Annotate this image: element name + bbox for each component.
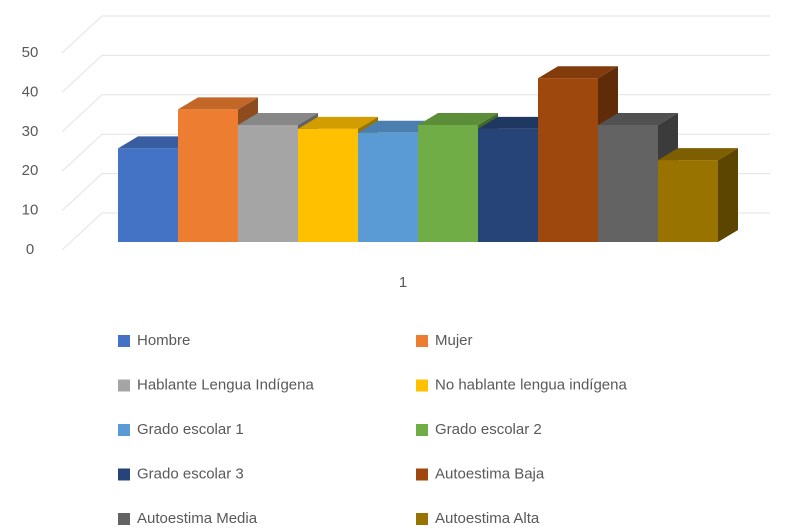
bar xyxy=(598,125,658,242)
y-tick-label: 0 xyxy=(26,241,34,258)
y-tick-label: 30 xyxy=(22,123,39,140)
y-tick-label: 20 xyxy=(22,162,39,179)
y-tick-label: 50 xyxy=(22,44,39,61)
bar xyxy=(478,128,538,242)
grid-line xyxy=(61,54,770,93)
bar xyxy=(358,132,418,242)
legend-swatch xyxy=(416,468,428,481)
legend-label: Hablante Lengua Indígena xyxy=(137,376,314,393)
legend-label: No hablante lengua indígena xyxy=(435,376,627,393)
legend-swatch xyxy=(118,468,130,481)
legend-swatch xyxy=(118,424,130,436)
grid-line xyxy=(61,15,770,54)
bar-top xyxy=(538,66,618,79)
bar-top xyxy=(598,113,678,125)
legend-label: Grado escolar 2 xyxy=(435,421,542,438)
bar xyxy=(298,128,358,242)
legend-swatch xyxy=(416,424,428,436)
bar xyxy=(118,148,178,242)
x-tick-label: 1 xyxy=(399,274,407,291)
bar-top xyxy=(238,113,318,125)
y-tick-label: 10 xyxy=(22,202,39,219)
legend-label: Autoestima Media xyxy=(137,510,258,527)
legend-swatch xyxy=(416,335,428,347)
bar-top xyxy=(418,113,498,125)
legend-label: Grado escolar 1 xyxy=(137,421,244,438)
legend-label: Autoestima Baja xyxy=(435,465,545,482)
legend-label: Mujer xyxy=(435,332,473,349)
bar xyxy=(178,109,238,243)
legend-label: Autoestima Alta xyxy=(435,510,540,527)
legend-swatch xyxy=(118,513,130,525)
bar xyxy=(658,160,718,242)
y-tick-label: 40 xyxy=(22,83,39,100)
bar xyxy=(238,125,298,242)
legend-label: Hombre xyxy=(137,332,190,349)
legend-swatch xyxy=(416,513,428,525)
bar-top xyxy=(658,148,738,161)
legend-label: Grado escolar 3 xyxy=(137,465,244,482)
bar xyxy=(418,125,478,242)
bar xyxy=(538,78,598,242)
bar-side xyxy=(718,148,738,242)
legend-swatch xyxy=(118,335,130,347)
bar-top xyxy=(178,97,258,110)
bar-top xyxy=(298,116,378,129)
legend-swatch xyxy=(416,379,428,392)
legend-swatch xyxy=(118,379,130,392)
